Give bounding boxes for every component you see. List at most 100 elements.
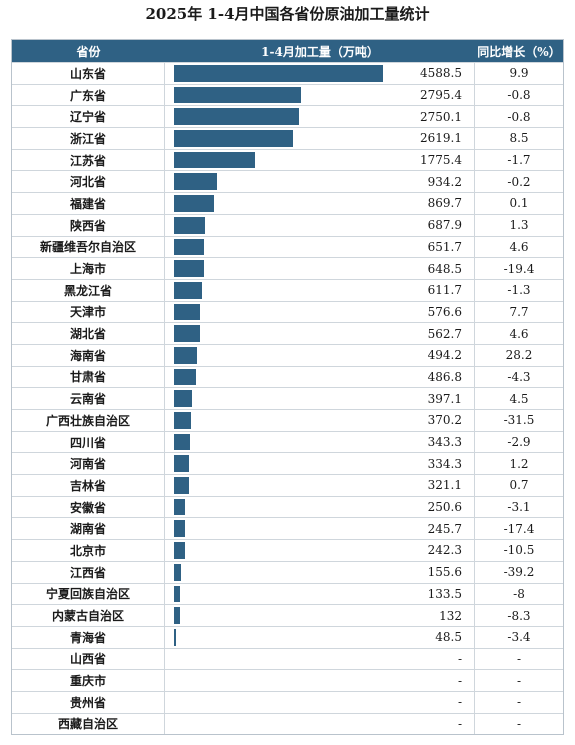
table-row: 新疆维吾尔自治区 651.7 4.6 xyxy=(12,235,563,258)
volume-value-label: 48.5 xyxy=(435,630,462,645)
volume-value-label: 370.2 xyxy=(427,413,462,428)
growth-value: -17.4 xyxy=(503,521,535,536)
province-label: 湖南省 xyxy=(12,518,165,540)
volume-cell: 245.7 xyxy=(165,518,475,540)
volume-value-label: 651.7 xyxy=(427,239,462,254)
volume-cell: 648.5 xyxy=(165,258,475,279)
volume-bar xyxy=(174,281,202,299)
province-label: 四川省 xyxy=(12,431,165,453)
table-header: 省份 1-4月加工量（万吨） 同比增长（%） xyxy=(12,40,563,62)
volume-value-label: - xyxy=(457,695,462,710)
header-growth: 同比增长（%） xyxy=(477,44,561,59)
table-row: 西藏自治区 - - xyxy=(12,712,563,735)
province-label: 广东省 xyxy=(12,84,165,106)
volume-cell: 611.7 xyxy=(165,279,475,301)
province-label: 海南省 xyxy=(12,344,165,366)
volume-cell: 494.2 xyxy=(165,344,475,366)
growth-value: 1.2 xyxy=(509,456,529,471)
table-row: 山西省 - - xyxy=(12,647,563,670)
table-row: 河北省 934.2 -0.2 xyxy=(12,170,563,193)
growth-value: 4.5 xyxy=(509,391,529,406)
table-row: 天津市 576.6 7.7 xyxy=(12,300,563,323)
volume-bar xyxy=(174,238,204,256)
table-row: 青海省 48.5 -3.4 xyxy=(12,625,563,648)
volume-cell: 869.7 xyxy=(165,193,475,214)
table-row: 安徽省 250.6 -3.1 xyxy=(12,495,563,518)
province-label: 福建省 xyxy=(12,193,165,214)
volume-bar xyxy=(174,542,186,559)
page-title: 2025年 1-4月中国各省份原油加工量统计 xyxy=(145,5,430,23)
province-label: 重庆市 xyxy=(12,670,165,691)
volume-bar xyxy=(174,195,214,212)
province-label: 吉林省 xyxy=(12,475,165,496)
volume-value-label: 132 xyxy=(439,608,462,623)
volume-cell: 2795.4 xyxy=(165,84,475,106)
growth-value: 4.6 xyxy=(509,239,529,254)
volume-value-label: 1775.4 xyxy=(420,153,462,168)
volume-value-label: 4588.5 xyxy=(420,66,462,81)
growth-value: 28.2 xyxy=(505,348,533,363)
growth-value: -4.3 xyxy=(507,369,531,384)
province-label: 安徽省 xyxy=(12,496,165,518)
table-row: 山东省 4588.5 9.9 xyxy=(12,62,563,84)
table-row: 贵州省 - - xyxy=(12,690,563,713)
volume-cell: 934.2 xyxy=(165,171,475,193)
province-label: 河北省 xyxy=(12,171,165,193)
province-label: 辽宁省 xyxy=(12,106,165,128)
growth-value: - xyxy=(516,695,522,710)
volume-value-label: 2795.4 xyxy=(420,88,462,103)
volume-bar xyxy=(174,65,383,82)
province-label: 江西省 xyxy=(12,561,165,583)
table-row: 湖南省 245.7 -17.4 xyxy=(12,517,563,540)
province-label: 云南省 xyxy=(12,388,165,409)
volume-value-label: 934.2 xyxy=(427,174,462,189)
province-label: 湖北省 xyxy=(12,323,165,344)
growth-value: - xyxy=(516,651,522,666)
province-label: 内蒙古自治区 xyxy=(12,605,165,626)
volume-value-label: 486.8 xyxy=(427,369,462,384)
growth-value: 8.5 xyxy=(509,131,529,146)
volume-bar xyxy=(174,390,193,407)
growth-value: -2.9 xyxy=(507,435,531,450)
province-label: 北京市 xyxy=(12,540,165,561)
growth-value: 0.7 xyxy=(509,478,529,493)
volume-cell: 687.9 xyxy=(165,214,475,236)
growth-value: -1.7 xyxy=(507,153,531,168)
volume-cell: 2619.1 xyxy=(165,128,475,149)
volume-bar xyxy=(174,216,206,234)
volume-cell: 334.3 xyxy=(165,453,475,475)
header-volume: 1-4月加工量（万吨） xyxy=(261,44,379,59)
growth-value: -0.8 xyxy=(507,88,531,103)
volume-cell: - xyxy=(165,713,475,735)
volume-cell: 343.3 xyxy=(165,431,475,453)
volume-cell: 250.6 xyxy=(165,496,475,518)
growth-value: - xyxy=(516,673,522,688)
table-row: 宁夏回族自治区 133.5 -8 xyxy=(12,582,563,605)
growth-value: -3.4 xyxy=(507,630,531,645)
table-row: 广西壮族自治区 370.2 -31.5 xyxy=(12,409,563,431)
volume-value-label: 648.5 xyxy=(427,261,462,276)
volume-bar xyxy=(174,151,255,169)
volume-value-label: 334.3 xyxy=(427,456,462,471)
volume-bar xyxy=(174,108,300,126)
volume-value-label: 133.5 xyxy=(427,586,462,601)
province-label: 青海省 xyxy=(12,626,165,648)
table-row: 吉林省 321.1 0.7 xyxy=(12,474,563,496)
volume-bar xyxy=(174,325,200,342)
volume-cell: - xyxy=(165,648,475,670)
table-row: 甘肃省 486.8 -4.3 xyxy=(12,365,563,388)
volume-value-label: 611.7 xyxy=(427,283,462,298)
volume-cell: 155.6 xyxy=(165,561,475,583)
province-label: 山西省 xyxy=(12,648,165,670)
growth-value: -1.3 xyxy=(507,283,531,298)
volume-bar xyxy=(174,130,294,147)
province-label: 新疆维吾尔自治区 xyxy=(12,236,165,258)
volume-value-label: 321.1 xyxy=(427,478,462,493)
volume-value-label: 245.7 xyxy=(427,521,462,536)
volume-cell: 132 xyxy=(165,605,475,626)
table-body: 山东省 4588.5 9.9 广东省 2795.4 -0.8 辽宁省 2750.1 -0.8 浙江… xyxy=(12,62,563,735)
table-row: 北京市 242.3 -10.5 xyxy=(12,539,563,561)
growth-value: 4.6 xyxy=(509,326,529,341)
volume-bar xyxy=(174,346,197,364)
volume-cell: 397.1 xyxy=(165,388,475,409)
